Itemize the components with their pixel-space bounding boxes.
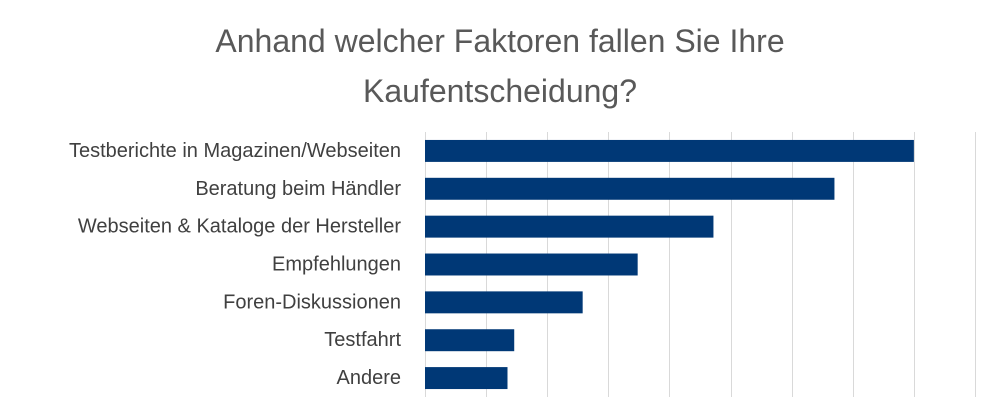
bar: [425, 177, 835, 200]
bar: [425, 291, 583, 314]
category-label: Testberichte in Magazinen/Webseiten: [69, 140, 401, 162]
category-label: Andere: [337, 367, 402, 389]
category-label: Beratung beim Händler: [195, 178, 401, 200]
bar: [425, 253, 638, 276]
bar: [425, 139, 914, 162]
chart-title-line-1: Anhand welcher Faktoren fallen Sie Ihre: [215, 23, 785, 59]
chart-title: Anhand welcher Faktoren fallen Sie Ihre …: [0, 16, 1000, 116]
bars: [425, 139, 914, 390]
category-label: Testfahrt: [324, 329, 401, 351]
category-label: Empfehlungen: [272, 254, 401, 276]
category-label: Foren-Diskussionen: [223, 291, 401, 313]
chart-title-line-2: Kaufentscheidung?: [363, 73, 637, 109]
category-label: Webseiten & Kataloge der Hersteller: [78, 216, 401, 238]
bar: [425, 215, 714, 238]
bar: [425, 329, 515, 352]
bar: [425, 367, 508, 390]
category-labels: Testberichte in Magazinen/Webseiten Berat…: [69, 140, 401, 389]
